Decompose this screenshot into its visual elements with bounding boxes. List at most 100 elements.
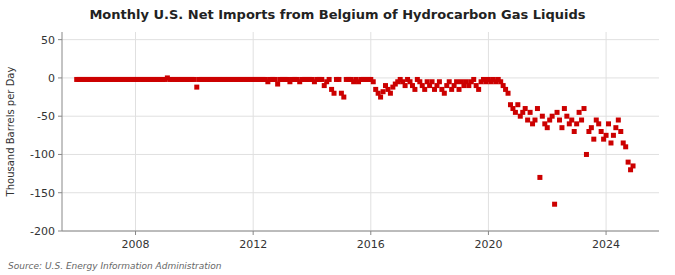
title: Monthly U.S. Net Imports from Belgium of…	[89, 7, 585, 22]
point	[579, 118, 584, 123]
point	[574, 121, 579, 126]
x-tick	[606, 231, 607, 235]
chart: -200 -150 -100 -50 0 50 2008 2012 2016 2020 2024 Mo…	[0, 0, 675, 275]
grid	[62, 32, 659, 231]
point	[631, 163, 636, 168]
point	[572, 129, 577, 134]
y-tick	[58, 231, 62, 232]
point	[319, 77, 324, 82]
y-tick-label: -150	[30, 187, 55, 200]
point	[623, 144, 628, 149]
point	[604, 133, 609, 138]
point	[557, 118, 562, 123]
points	[74, 75, 635, 206]
y-grid-line	[62, 154, 659, 155]
point	[528, 110, 533, 115]
y-tick	[58, 192, 62, 193]
point	[447, 79, 452, 84]
point	[378, 95, 383, 100]
annotation: Source: U.S. Energy Information Administ…	[8, 261, 222, 271]
point	[454, 79, 459, 84]
y-tick-label: -100	[30, 148, 55, 161]
y-grid-line	[62, 39, 659, 40]
point	[403, 83, 408, 88]
point	[606, 121, 611, 126]
point	[275, 82, 280, 87]
x-tick-label: 2008	[122, 238, 150, 251]
point	[582, 106, 587, 111]
axes: -200 -150 -100 -50 0 50 2008 2012 2016 2020 2024	[30, 32, 659, 251]
point	[569, 118, 574, 123]
point	[532, 118, 537, 123]
point	[591, 137, 596, 142]
point	[550, 114, 555, 119]
y-tick-label: -200	[30, 225, 55, 238]
point	[442, 91, 447, 96]
point	[336, 77, 341, 82]
x-tick-label: 2012	[239, 238, 267, 251]
point	[626, 160, 631, 165]
point	[513, 110, 518, 115]
point	[273, 77, 278, 82]
point	[545, 125, 550, 130]
point	[577, 110, 582, 115]
x-tick	[253, 231, 254, 235]
point	[589, 125, 594, 130]
point	[564, 114, 569, 119]
y-axis-label: Thousand Barrels per Day	[5, 67, 16, 198]
point	[613, 125, 618, 130]
point	[562, 106, 567, 111]
x-grid-line	[135, 32, 136, 231]
point	[422, 87, 427, 92]
point	[618, 129, 623, 134]
y-axis-line	[62, 32, 63, 231]
y-grid-line	[62, 192, 659, 193]
x-tick	[135, 231, 136, 235]
point	[525, 118, 530, 123]
point	[471, 77, 476, 82]
point	[437, 79, 442, 84]
x-grid-line	[370, 32, 371, 231]
point	[327, 77, 332, 82]
point	[381, 89, 386, 94]
point	[523, 106, 528, 111]
point	[388, 91, 393, 96]
point	[506, 91, 511, 96]
point	[559, 125, 564, 130]
x-tick-label: 2020	[474, 238, 502, 251]
x-tick-label: 2024	[592, 238, 620, 251]
y-tick	[58, 154, 62, 155]
point	[535, 106, 540, 111]
x-grid-line	[253, 32, 254, 231]
point	[192, 77, 197, 82]
point	[430, 79, 435, 84]
chart-container: -200 -150 -100 -50 0 50 2008 2012 2016 2020 2024 Mo…	[0, 0, 675, 275]
y-grid-line	[62, 116, 659, 117]
y-tick	[58, 77, 62, 78]
y-tick-label: 50	[41, 34, 55, 47]
point	[515, 102, 520, 107]
y-tick-label: -50	[37, 110, 55, 123]
x-grid-line	[606, 32, 607, 231]
point	[599, 129, 604, 134]
x-tick	[488, 231, 489, 235]
point	[584, 152, 589, 157]
y-tick	[58, 39, 62, 40]
y-tick-label: 0	[48, 72, 55, 85]
point	[476, 87, 481, 92]
point	[611, 133, 616, 138]
y-grid-line	[62, 231, 659, 232]
x-grid-line	[488, 32, 489, 231]
point	[596, 121, 601, 126]
point	[194, 85, 199, 90]
point	[341, 95, 346, 100]
point	[537, 175, 542, 180]
point	[616, 118, 621, 123]
point	[457, 87, 462, 92]
point	[555, 110, 560, 115]
point	[371, 79, 376, 84]
x-tick	[370, 231, 371, 235]
x-axis-line	[62, 231, 659, 232]
point	[540, 114, 545, 119]
x-tick-label: 2016	[357, 238, 385, 251]
